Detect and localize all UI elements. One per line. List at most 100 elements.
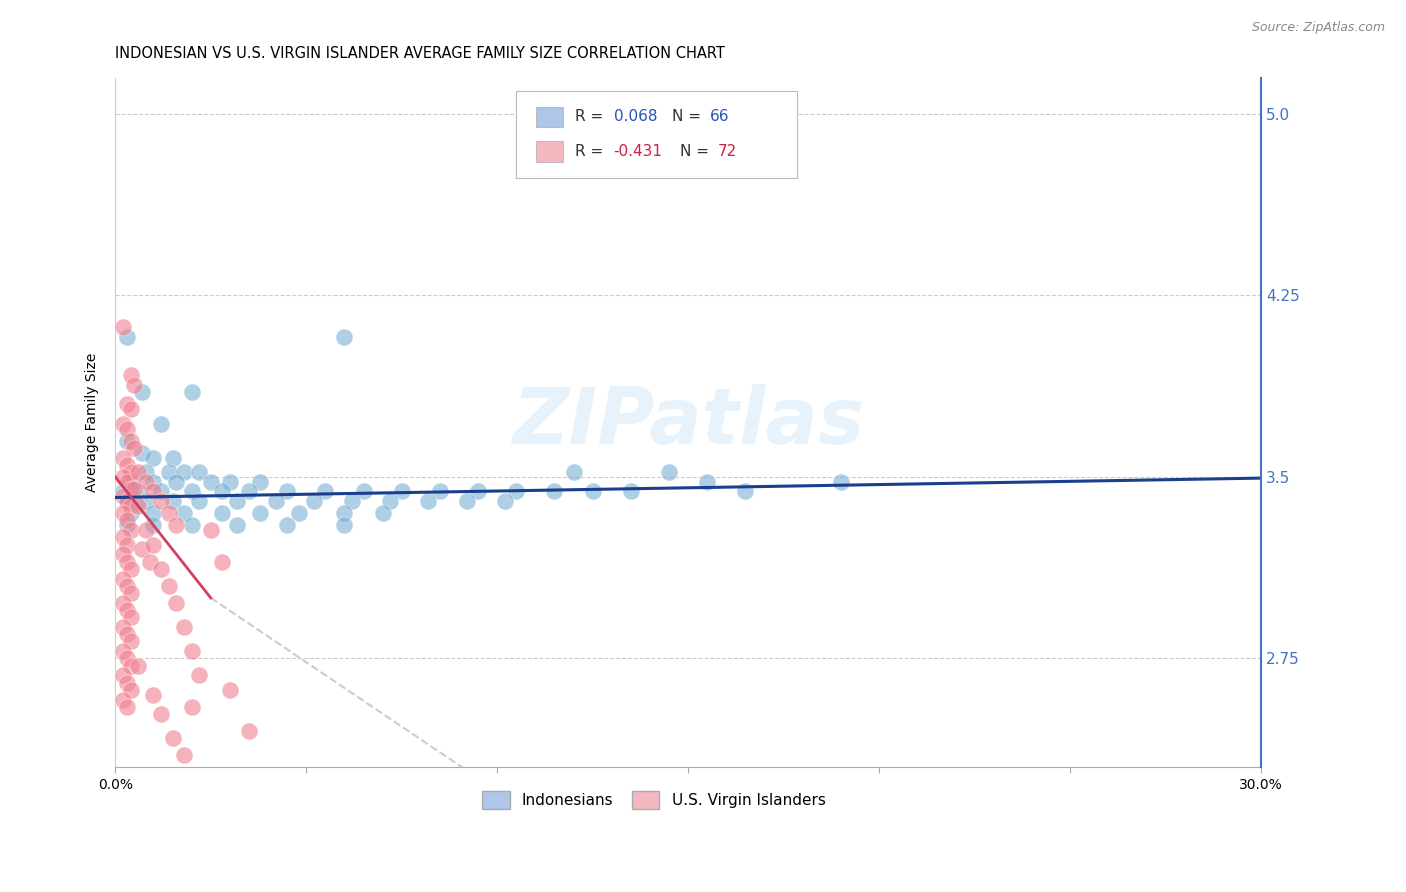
Point [120,402,142,417]
Point [135,465,157,479]
Point [150,484,173,499]
Point [127,499,149,513]
Point [120,562,142,576]
Point [173,465,195,479]
Point [115,579,138,593]
Text: -0.431: -0.431 [613,144,662,159]
Point [658,465,681,479]
Point [582,484,605,499]
Point [111,319,134,334]
Point [115,494,138,508]
Text: 66: 66 [710,110,730,125]
Point [456,494,478,508]
FancyBboxPatch shape [536,141,564,161]
Point [120,634,142,648]
Point [429,484,451,499]
Point [150,562,173,576]
Point [165,518,187,533]
Point [111,596,134,610]
Point [467,484,489,499]
Point [238,723,260,738]
Point [120,465,142,479]
Point [115,699,138,714]
Point [120,682,142,697]
Point [127,658,149,673]
Point [120,368,142,383]
Point [157,579,180,593]
Point [120,586,142,600]
Point [127,465,149,479]
Point [188,668,211,682]
Point [115,397,138,411]
Text: N =: N = [681,144,714,159]
Point [173,620,195,634]
Text: ZIPatlas: ZIPatlas [512,384,865,460]
Point [120,499,142,513]
Point [115,518,138,533]
Text: R =: R = [575,144,607,159]
Point [211,484,233,499]
Point [142,450,165,465]
Point [302,494,325,508]
Point [120,475,142,489]
Point [180,518,202,533]
Point [120,658,142,673]
Point [115,675,138,690]
Point [264,494,287,508]
Point [562,465,585,479]
Point [124,441,146,455]
Point [249,475,271,489]
Point [115,538,138,552]
Point [115,603,138,617]
Point [380,494,402,508]
Legend: Indonesians, U.S. Virgin Islanders: Indonesians, U.S. Virgin Islanders [477,785,831,814]
Point [135,494,157,508]
Point [115,555,138,569]
Text: Source: ZipAtlas.com: Source: ZipAtlas.com [1251,21,1385,34]
FancyBboxPatch shape [536,107,564,128]
Point [115,651,138,665]
Point [340,494,363,508]
Point [111,547,134,561]
Text: INDONESIAN VS U.S. VIRGIN ISLANDER AVERAGE FAMILY SIZE CORRELATION CHART: INDONESIAN VS U.S. VIRGIN ISLANDER AVERA… [115,46,725,62]
Point [115,421,138,435]
Point [150,417,173,431]
Text: 72: 72 [718,144,737,159]
Point [162,494,184,508]
Point [111,470,134,484]
Point [111,620,134,634]
Point [391,484,413,499]
Point [111,506,134,520]
Point [115,434,138,448]
Point [173,506,195,520]
Point [111,530,134,544]
Point [115,458,138,472]
Point [111,572,134,586]
Point [165,596,187,610]
Point [830,475,852,489]
Point [180,385,202,400]
Point [120,482,142,496]
Point [218,682,240,697]
Point [135,523,157,537]
Point [333,329,356,343]
Point [131,446,153,460]
Text: R =: R = [575,110,607,125]
Point [127,484,149,499]
Point [135,475,157,489]
Point [180,644,202,658]
Point [276,518,298,533]
Point [173,748,195,763]
Point [494,494,516,508]
Point [111,489,134,503]
Point [620,484,643,499]
Point [142,475,165,489]
Point [138,555,160,569]
Point [226,494,249,508]
Point [238,484,260,499]
Point [200,523,222,537]
Point [111,668,134,682]
Point [111,417,134,431]
Point [211,555,233,569]
Point [142,538,165,552]
